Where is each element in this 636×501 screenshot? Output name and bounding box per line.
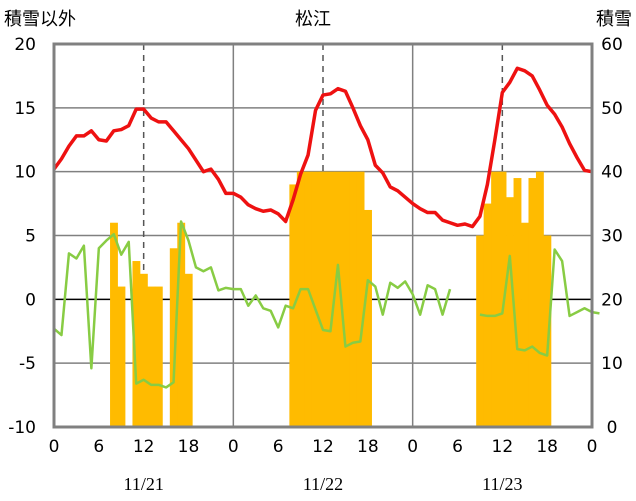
x-tick: 12: [133, 437, 155, 457]
snow-bar: [498, 171, 507, 427]
snow-bar: [139, 273, 148, 427]
snow-bar: [513, 178, 522, 427]
snow-bar: [476, 235, 485, 427]
snow-bar: [154, 286, 163, 427]
x-ticks: 0 6 12 18 0 6 12 18 0 6 12 18 0: [49, 437, 598, 457]
series-lines: [52, 66, 600, 389]
snow-bar: [184, 273, 193, 427]
temperature-line: [52, 66, 593, 229]
y-tick-right: 30: [601, 227, 623, 247]
y-tick-left: -10: [8, 418, 36, 438]
snow-bar: [311, 171, 320, 427]
snow-bar: [506, 197, 514, 427]
y-ticks-right: 60 50 40 30 20 10 0: [601, 35, 623, 438]
snow-bar: [169, 248, 178, 427]
snow-bar: [132, 261, 141, 427]
y-ticks-left: 20 15 10 5 0 -5 -10: [8, 35, 36, 438]
x-tick: 0: [407, 437, 418, 457]
wind-line: [53, 220, 600, 389]
y-tick-left: 10: [14, 163, 36, 183]
snow-bar: [319, 171, 328, 427]
chart-title: 松江: [295, 9, 331, 30]
x-tick: 18: [357, 437, 379, 457]
x-tick: 18: [178, 437, 200, 457]
snow-bar: [535, 171, 544, 427]
snow-depth-bars: [110, 171, 552, 427]
snow-bar: [304, 171, 313, 427]
snow-bar: [349, 171, 358, 427]
snow-bar: [110, 222, 118, 427]
y-tick-right: 0: [607, 418, 618, 438]
date-labels: 11/21 11/22 11/23: [123, 474, 522, 494]
snow-bar: [334, 171, 343, 427]
x-tick: 0: [587, 437, 598, 457]
snow-bar: [491, 171, 499, 427]
x-tick: 6: [273, 437, 284, 457]
y-tick-left: 0: [25, 290, 36, 310]
x-tick: 12: [492, 437, 514, 457]
date-label: 11/21: [123, 474, 163, 494]
date-label: 11/22: [303, 474, 343, 494]
snow-bar: [364, 209, 372, 427]
snow-bar: [177, 222, 186, 427]
snow-bar: [356, 171, 365, 427]
plot-frame: [52, 42, 594, 429]
y-tick-right: 10: [601, 354, 623, 374]
snow-bar: [341, 171, 350, 427]
y-tick-left: 15: [14, 99, 36, 119]
right-axis-label: 積雪: [596, 9, 632, 30]
y-tick-right: 40: [601, 163, 623, 183]
x-tick: 0: [228, 437, 239, 457]
y-tick-right: 60: [601, 35, 623, 55]
x-tick: 18: [536, 437, 558, 457]
snow-bar: [543, 235, 552, 427]
snow-bar: [521, 222, 529, 427]
x-tick: 0: [49, 437, 60, 457]
y-tick-right: 50: [601, 99, 623, 119]
date-label: 11/23: [482, 474, 522, 494]
snow-bar: [147, 286, 156, 427]
left-axis-label: 積雪以外: [4, 9, 76, 30]
snow-bar: [117, 286, 126, 427]
x-tick: 6: [93, 437, 104, 457]
y-tick-right: 20: [601, 290, 623, 310]
y-tick-left: 20: [14, 35, 36, 55]
x-tick: 12: [312, 437, 334, 457]
snow-bar: [528, 178, 537, 427]
snow-bar: [296, 171, 305, 427]
snow-bar: [326, 171, 335, 427]
y-tick-left: -5: [19, 354, 36, 374]
x-tick: 6: [452, 437, 463, 457]
y-tick-left: 5: [25, 227, 36, 247]
